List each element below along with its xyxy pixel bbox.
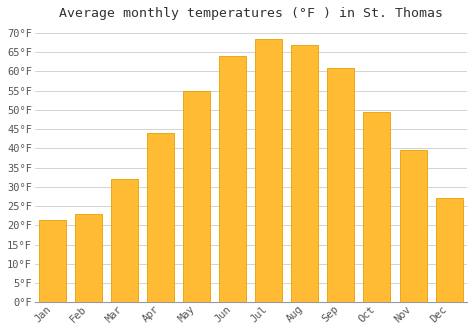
Title: Average monthly temperatures (°F ) in St. Thomas: Average monthly temperatures (°F ) in St… <box>59 7 443 20</box>
Bar <box>255 39 283 302</box>
Bar <box>183 91 210 302</box>
Bar <box>111 179 138 302</box>
Bar <box>328 68 355 302</box>
Bar <box>147 133 174 302</box>
Bar <box>292 44 319 302</box>
Bar <box>364 112 391 302</box>
Bar <box>400 150 427 302</box>
Bar <box>39 219 66 302</box>
Bar <box>219 56 246 302</box>
Bar <box>436 199 463 302</box>
Bar <box>75 214 102 302</box>
